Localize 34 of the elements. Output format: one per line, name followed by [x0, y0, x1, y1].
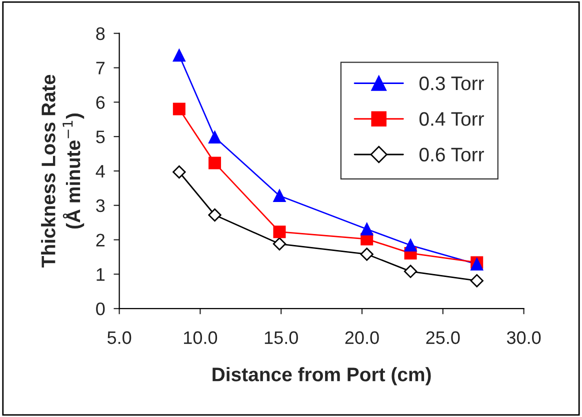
point [208, 208, 222, 222]
x-tick-label: 5.0 [107, 331, 132, 344]
y-tick-label: 6 [96, 96, 105, 109]
y-tick-label: 1 [96, 268, 105, 281]
y-tick-label: 8 [96, 27, 105, 40]
x-tick-label: 15.0 [264, 331, 298, 344]
legend-label: 0.4 Torr [419, 112, 484, 126]
point [272, 237, 286, 250]
point [208, 156, 222, 170]
y-tick-label: 2 [96, 234, 105, 246]
y-tick-label: 4 [96, 165, 105, 178]
x-axis-title: Distance from Port (cm) [212, 367, 431, 386]
point [470, 274, 484, 288]
legend-label: 0.3 Torr [419, 76, 484, 90]
x-tick-label: 30.0 [506, 331, 541, 344]
y-tick-label: 0 [96, 302, 105, 316]
y-axis-title: Thickness Loss Rate (Å minute$^{−1}$) [41, 74, 84, 268]
point [404, 264, 418, 278]
legend-label: 0.6 Torr [419, 148, 484, 162]
x-tick-label: 20.0 [345, 331, 379, 344]
y-tick-label: 7 [96, 62, 105, 74]
point [172, 165, 186, 179]
point [273, 189, 286, 202]
x-tick-label: 10.0 [184, 331, 218, 344]
point [360, 248, 374, 261]
x-tick-label: 25.0 [426, 331, 460, 344]
point [208, 131, 222, 144]
point [172, 49, 186, 62]
point [360, 222, 374, 236]
point [404, 239, 417, 252]
y-tick-label: 3 [96, 199, 105, 212]
point [172, 102, 186, 116]
point [273, 226, 286, 238]
y-tick-label: 5 [96, 130, 105, 144]
